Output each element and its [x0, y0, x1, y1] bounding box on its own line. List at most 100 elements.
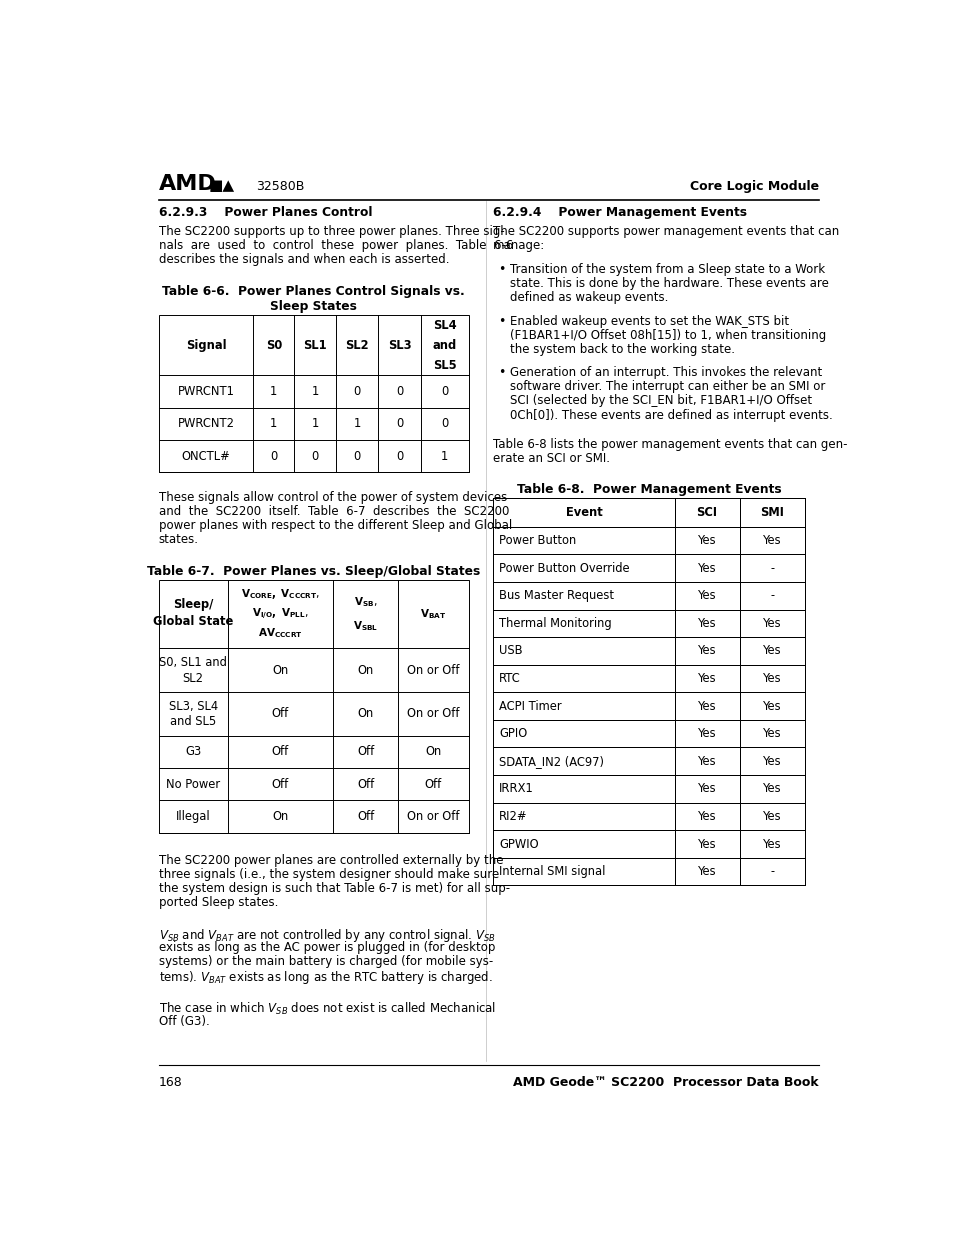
- Text: The SC2200 power planes are controlled externally by the: The SC2200 power planes are controlled e…: [158, 853, 503, 867]
- Text: 0: 0: [440, 385, 448, 398]
- Text: erate an SCI or SMI.: erate an SCI or SMI.: [493, 452, 610, 464]
- Text: 1: 1: [270, 417, 277, 430]
- Text: No Power: No Power: [166, 778, 220, 790]
- Text: $V_{SB}$ and $V_{BAT}$ are not controlled by any control signal. $V_{SB}$: $V_{SB}$ and $V_{BAT}$ are not controlle…: [158, 927, 495, 944]
- Text: state. This is done by the hardware. These events are: state. This is done by the hardware. The…: [509, 277, 827, 290]
- Text: GPIO: GPIO: [498, 727, 527, 740]
- Text: 0: 0: [312, 450, 318, 462]
- Text: ported Sleep states.: ported Sleep states.: [158, 895, 278, 909]
- Text: Sleep States: Sleep States: [270, 300, 356, 312]
- Text: 1: 1: [312, 385, 318, 398]
- Text: Illegal: Illegal: [175, 810, 211, 823]
- Text: 1: 1: [440, 450, 448, 462]
- Text: and: and: [432, 338, 456, 352]
- Text: Sleep/: Sleep/: [172, 598, 213, 611]
- Text: SL3, SL4: SL3, SL4: [169, 699, 217, 713]
- Text: Yes: Yes: [697, 782, 716, 795]
- Text: Yes: Yes: [697, 699, 716, 713]
- Text: 32580B: 32580B: [255, 180, 304, 193]
- Text: 0: 0: [354, 450, 360, 462]
- Text: (F1BAR1+I/O Offset 08h[15]) to 1, when transitioning: (F1BAR1+I/O Offset 08h[15]) to 1, when t…: [509, 329, 825, 342]
- Text: •: •: [497, 315, 505, 327]
- Text: Table 6-8 lists the power management events that can gen-: Table 6-8 lists the power management eve…: [493, 438, 847, 451]
- Text: ACPI Timer: ACPI Timer: [498, 699, 561, 713]
- Text: These signals allow control of the power of system devices: These signals allow control of the power…: [158, 492, 507, 504]
- Text: $\mathbf{V}_{\mathbf{SBL}}$: $\mathbf{V}_{\mathbf{SBL}}$: [353, 619, 378, 632]
- Text: On or Off: On or Off: [407, 663, 459, 677]
- Text: $\mathbf{V}_{\mathbf{I/O}}\mathbf{,\ V}_{\mathbf{PLL}}$,: $\mathbf{V}_{\mathbf{I/O}}\mathbf{,\ V}_…: [252, 606, 309, 621]
- Text: nals  are  used  to  control  these  power  planes.  Table  6-6: nals are used to control these power pla…: [158, 240, 513, 252]
- Text: Table 6-8.  Power Management Events: Table 6-8. Power Management Events: [517, 483, 781, 496]
- Text: Bus Master Request: Bus Master Request: [498, 589, 614, 603]
- Text: SL4: SL4: [433, 319, 456, 332]
- Text: Yes: Yes: [762, 727, 781, 740]
- Text: 1: 1: [312, 417, 318, 430]
- Text: 0: 0: [395, 450, 403, 462]
- Text: Thermal Monitoring: Thermal Monitoring: [498, 618, 611, 630]
- Text: 0: 0: [395, 385, 403, 398]
- Text: •: •: [497, 263, 505, 275]
- Text: and  the  SC2200  itself.  Table  6-7  describes  the  SC2200: and the SC2200 itself. Table 6-7 describ…: [158, 505, 509, 519]
- Text: RTC: RTC: [498, 672, 520, 685]
- Text: Yes: Yes: [697, 618, 716, 630]
- Text: 168: 168: [158, 1077, 182, 1089]
- Text: SL3: SL3: [387, 338, 411, 352]
- Text: The SC2200 supports up to three power planes. Three sig-: The SC2200 supports up to three power pl…: [158, 225, 504, 238]
- Text: Off: Off: [356, 810, 375, 823]
- Text: $\mathbf{AV}_{\mathbf{CCCRT}}$: $\mathbf{AV}_{\mathbf{CCCRT}}$: [257, 626, 302, 640]
- Text: Yes: Yes: [762, 782, 781, 795]
- Bar: [158, 315, 468, 472]
- Text: On: On: [425, 746, 441, 758]
- Text: Signal: Signal: [186, 338, 226, 352]
- Text: PWRCNT1: PWRCNT1: [177, 385, 234, 398]
- Text: defined as wakeup events.: defined as wakeup events.: [509, 291, 667, 304]
- Text: SCI (selected by the SCI_EN bit, F1BAR1+I/O Offset: SCI (selected by the SCI_EN bit, F1BAR1+…: [509, 394, 811, 408]
- Text: SCI: SCI: [696, 506, 717, 519]
- Text: Off: Off: [272, 746, 289, 758]
- Text: Yes: Yes: [697, 810, 716, 823]
- Text: 0: 0: [440, 417, 448, 430]
- Text: On or Off: On or Off: [407, 708, 459, 720]
- Text: G3: G3: [185, 746, 201, 758]
- Text: describes the signals and when each is asserted.: describes the signals and when each is a…: [158, 253, 449, 267]
- Text: Power Button: Power Button: [498, 535, 576, 547]
- Text: the system back to the working state.: the system back to the working state.: [509, 343, 734, 356]
- Text: Yes: Yes: [762, 837, 781, 851]
- Text: IRRX1: IRRX1: [498, 782, 534, 795]
- Text: Yes: Yes: [697, 837, 716, 851]
- Text: GPWIO: GPWIO: [498, 837, 538, 851]
- Text: Generation of an interrupt. This invokes the relevant: Generation of an interrupt. This invokes…: [509, 367, 821, 379]
- Text: 6.2.9.4    Power Management Events: 6.2.9.4 Power Management Events: [493, 206, 746, 219]
- Text: Off (G3).: Off (G3).: [158, 1015, 210, 1028]
- Text: SDATA_IN2 (AC97): SDATA_IN2 (AC97): [498, 755, 603, 768]
- Bar: [158, 579, 468, 832]
- Text: Yes: Yes: [762, 755, 781, 768]
- Text: software driver. The interrupt can either be an SMI or: software driver. The interrupt can eithe…: [509, 380, 824, 394]
- Text: USB: USB: [498, 645, 522, 657]
- Text: Yes: Yes: [697, 755, 716, 768]
- Text: AMD Geode™ SC2200  Processor Data Book: AMD Geode™ SC2200 Processor Data Book: [513, 1077, 819, 1089]
- Text: SL1: SL1: [303, 338, 327, 352]
- Text: SL2: SL2: [182, 672, 204, 684]
- Text: Core Logic Module: Core Logic Module: [689, 180, 819, 193]
- Text: the system design is such that Table 6-7 is met) for all sup-: the system design is such that Table 6-7…: [158, 882, 510, 895]
- Text: Yes: Yes: [762, 810, 781, 823]
- Text: three signals (i.e., the system designer should make sure: three signals (i.e., the system designer…: [158, 868, 498, 881]
- Text: Yes: Yes: [762, 645, 781, 657]
- Text: Yes: Yes: [762, 672, 781, 685]
- Text: Enabled wakeup events to set the WAK_STS bit: Enabled wakeup events to set the WAK_STS…: [509, 315, 788, 327]
- Text: •: •: [497, 367, 505, 379]
- Text: SL2: SL2: [345, 338, 369, 352]
- Text: Yes: Yes: [697, 864, 716, 878]
- Text: Yes: Yes: [697, 727, 716, 740]
- Text: On: On: [357, 708, 374, 720]
- Text: AMD: AMD: [158, 174, 216, 194]
- Text: power planes with respect to the different Sleep and Global: power planes with respect to the differe…: [158, 520, 512, 532]
- Text: $\mathbf{V}_{\mathbf{BAT}}$: $\mathbf{V}_{\mathbf{BAT}}$: [420, 608, 446, 621]
- Text: 6.2.9.3    Power Planes Control: 6.2.9.3 Power Planes Control: [158, 206, 372, 219]
- Text: 1: 1: [354, 417, 360, 430]
- Text: Off: Off: [356, 746, 375, 758]
- Text: Yes: Yes: [762, 699, 781, 713]
- Text: Yes: Yes: [697, 562, 716, 574]
- Text: Transition of the system from a Sleep state to a Work: Transition of the system from a Sleep st…: [509, 263, 824, 275]
